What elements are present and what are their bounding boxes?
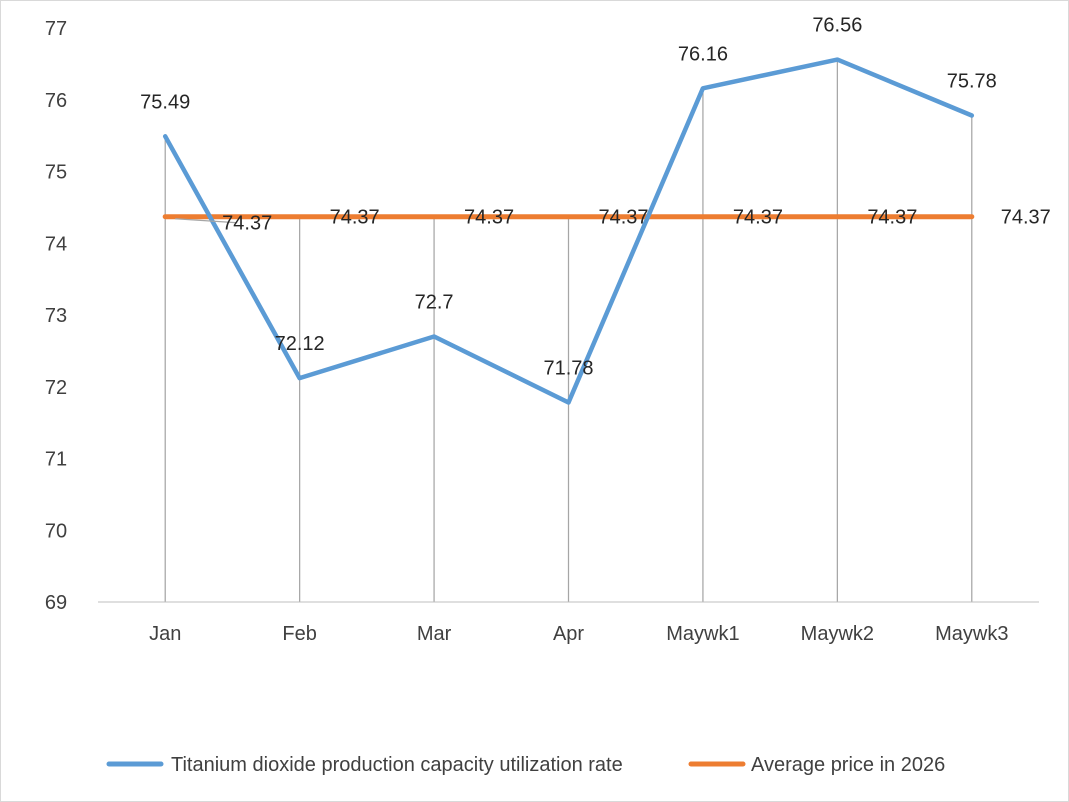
series-layer (162, 57, 975, 405)
y-tick-label: 69 (45, 592, 67, 614)
data-label: 74.37 (867, 207, 917, 229)
data-label: 72.7 (415, 292, 454, 314)
x-axis: Jan Feb Mar Apr Maywk1 Maywk2 Maywk3 (98, 601, 1039, 645)
data-label: 74.37 (598, 207, 648, 229)
x-tick-label: Feb (282, 623, 316, 645)
utilization-line (162, 57, 975, 405)
x-tick-label: Jan (149, 623, 181, 645)
drop-lines (164, 59, 973, 602)
legend-label: Titanium dioxide production capacity uti… (171, 754, 623, 776)
data-label: 75.78 (947, 71, 997, 93)
y-tick-label: 70 (45, 520, 67, 542)
data-labels: 75.49 72.12 72.7 71.78 76.16 76.56 75.78 74.37 7… (140, 15, 1051, 380)
data-label: 72.12 (275, 333, 325, 355)
y-tick-label: 75 (45, 162, 67, 184)
data-label: 75.49 (140, 91, 190, 113)
data-label: 71.78 (543, 358, 593, 380)
y-tick-label: 74 (45, 233, 67, 255)
y-tick-label: 72 (45, 377, 67, 399)
y-tick-label: 77 (45, 18, 67, 40)
data-label: 74.37 (222, 213, 272, 235)
x-tick-label: Maywk2 (801, 623, 874, 645)
x-tick-label: Apr (553, 623, 584, 645)
data-label: 74.37 (464, 207, 514, 229)
y-tick-label: 73 (45, 305, 67, 327)
x-tick-label: Maywk1 (666, 623, 739, 645)
y-tick-label: 71 (45, 449, 67, 471)
legend-label: Average price in 2026 (751, 754, 945, 776)
data-label: 74.37 (733, 207, 783, 229)
data-label: 74.37 (330, 207, 380, 229)
y-axis: 69 70 71 72 73 74 75 76 77 (45, 18, 67, 614)
data-label: 76.16 (678, 43, 728, 65)
leader-line (175, 218, 238, 224)
x-tick-label: Mar (417, 623, 452, 645)
x-tick-label: Maywk3 (935, 623, 1008, 645)
data-label: 76.56 (812, 15, 862, 37)
legend: Titanium dioxide production capacity uti… (106, 754, 945, 776)
y-tick-label: 76 (45, 90, 67, 112)
data-label: 74.37 (1001, 207, 1051, 229)
